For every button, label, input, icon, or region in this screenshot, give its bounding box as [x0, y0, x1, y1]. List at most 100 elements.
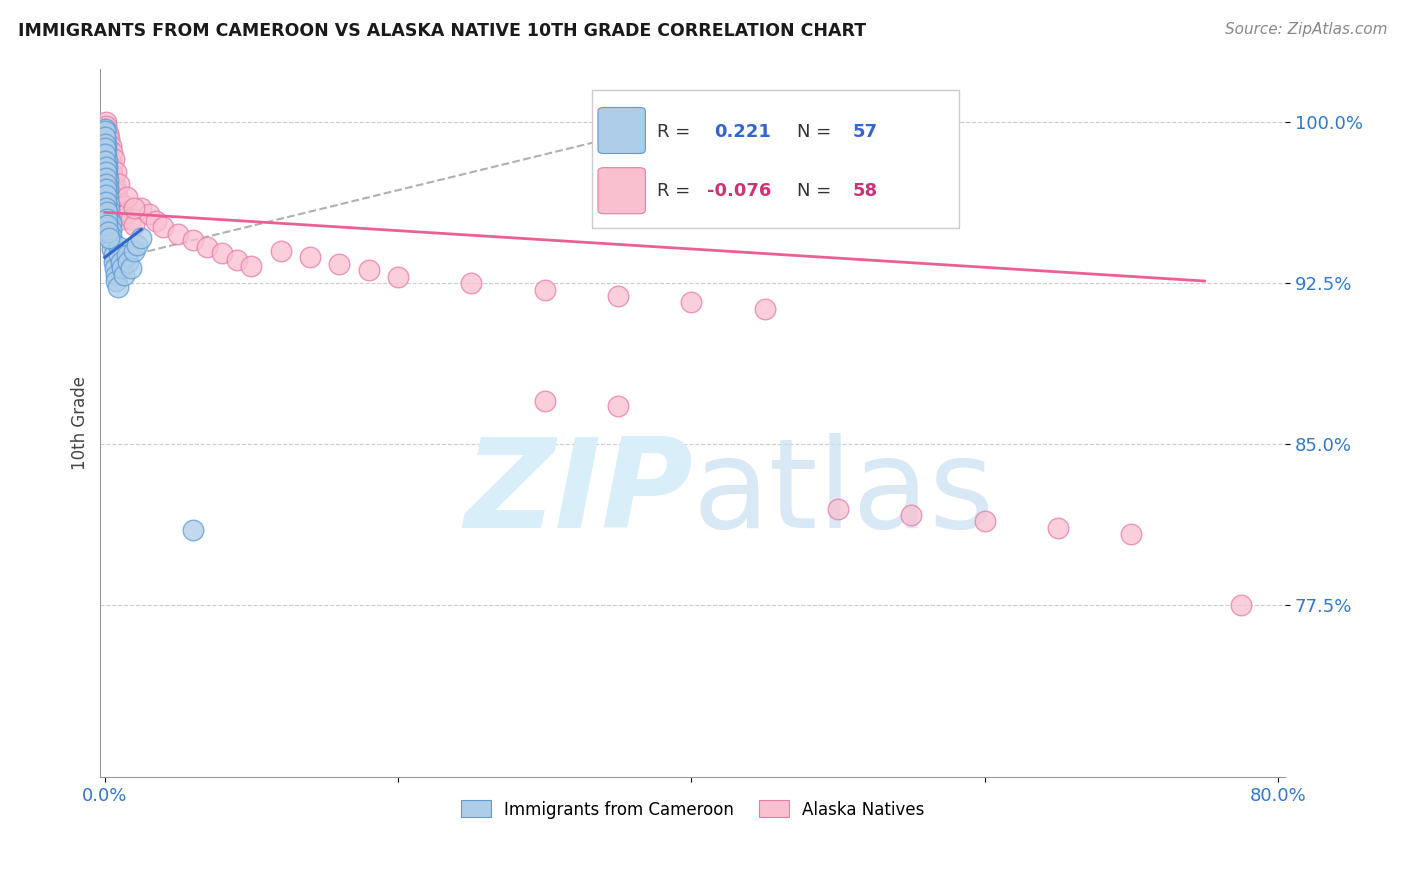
Point [111, 211, 134, 226]
Point [96, 194, 118, 209]
Point [94, 164, 117, 178]
Point [101, 145, 124, 160]
Point [328, 257, 350, 271]
Point [94, 178, 117, 192]
FancyBboxPatch shape [598, 168, 645, 214]
Text: R =: R = [657, 182, 690, 200]
Point [240, 259, 263, 273]
Point [110, 205, 132, 219]
Point [103, 254, 125, 268]
Point [1121, 527, 1143, 541]
Point [122, 201, 145, 215]
Point [101, 161, 124, 175]
Point [460, 276, 482, 290]
Point [827, 501, 849, 516]
Point [101, 242, 124, 256]
Point [100, 222, 122, 236]
Point [112, 268, 135, 282]
Text: -0.076: -0.076 [707, 182, 772, 200]
Text: R =: R = [657, 123, 690, 141]
Point [122, 244, 145, 258]
Point [96, 218, 118, 232]
Point [97, 184, 120, 198]
Point [101, 235, 124, 250]
Point [387, 269, 409, 284]
Point [104, 179, 127, 194]
Point [145, 214, 167, 228]
Point [100, 229, 122, 244]
Point [96, 143, 118, 157]
Y-axis label: 10th Grade: 10th Grade [72, 376, 89, 470]
Point [94, 153, 117, 168]
Point [97, 173, 120, 187]
Point [96, 161, 118, 175]
Point [1230, 598, 1253, 612]
Point [103, 152, 125, 166]
Point [103, 248, 125, 262]
Point [117, 205, 139, 219]
Point [681, 295, 703, 310]
Point [225, 252, 247, 267]
Point [125, 237, 148, 252]
Point [97, 135, 120, 149]
Point [270, 244, 292, 258]
Point [533, 283, 555, 297]
Point [98, 147, 121, 161]
Point [120, 261, 142, 276]
Point [94, 161, 117, 175]
Point [107, 280, 129, 294]
Point [117, 254, 139, 268]
Point [1046, 521, 1069, 535]
Point [94, 147, 117, 161]
Point [104, 261, 127, 276]
FancyBboxPatch shape [592, 90, 959, 227]
Point [167, 227, 190, 241]
Point [115, 190, 138, 204]
Point [97, 190, 120, 204]
Point [607, 399, 630, 413]
Text: 58: 58 [852, 182, 877, 200]
Point [100, 216, 122, 230]
Point [94, 171, 117, 186]
Point [120, 211, 142, 226]
Point [357, 263, 380, 277]
Point [131, 231, 153, 245]
Text: 57: 57 [852, 123, 877, 141]
Point [299, 251, 322, 265]
Point [98, 210, 121, 224]
Point [94, 121, 117, 136]
Point [96, 205, 118, 219]
Text: 0.221: 0.221 [714, 123, 770, 141]
Text: atlas: atlas [693, 433, 995, 554]
Point [181, 523, 204, 537]
Point [973, 515, 995, 529]
Point [110, 254, 132, 268]
Point [105, 186, 128, 200]
Point [96, 120, 118, 134]
Point [94, 130, 117, 145]
Point [122, 218, 145, 232]
Point [96, 121, 118, 136]
Point [533, 394, 555, 409]
Point [105, 268, 128, 282]
Point [108, 199, 131, 213]
Point [97, 225, 120, 239]
Point [115, 248, 138, 262]
Point [107, 193, 129, 207]
Point [100, 153, 122, 168]
Legend: Immigrants from Cameroon, Alaska Natives: Immigrants from Cameroon, Alaska Natives [454, 794, 931, 825]
Point [97, 126, 120, 140]
Text: ZIP: ZIP [464, 433, 693, 554]
Text: Source: ZipAtlas.com: Source: ZipAtlas.com [1225, 22, 1388, 37]
Point [607, 289, 630, 303]
Text: IMMIGRANTS FROM CAMEROON VS ALASKA NATIVE 10TH GRADE CORRELATION CHART: IMMIGRANTS FROM CAMEROON VS ALASKA NATIV… [18, 22, 866, 40]
Point [96, 115, 118, 129]
Point [103, 173, 125, 187]
Point [94, 130, 117, 145]
Point [105, 274, 128, 288]
Point [108, 178, 131, 192]
Point [108, 240, 131, 254]
Point [94, 188, 117, 202]
Point [96, 153, 118, 168]
Point [131, 201, 153, 215]
